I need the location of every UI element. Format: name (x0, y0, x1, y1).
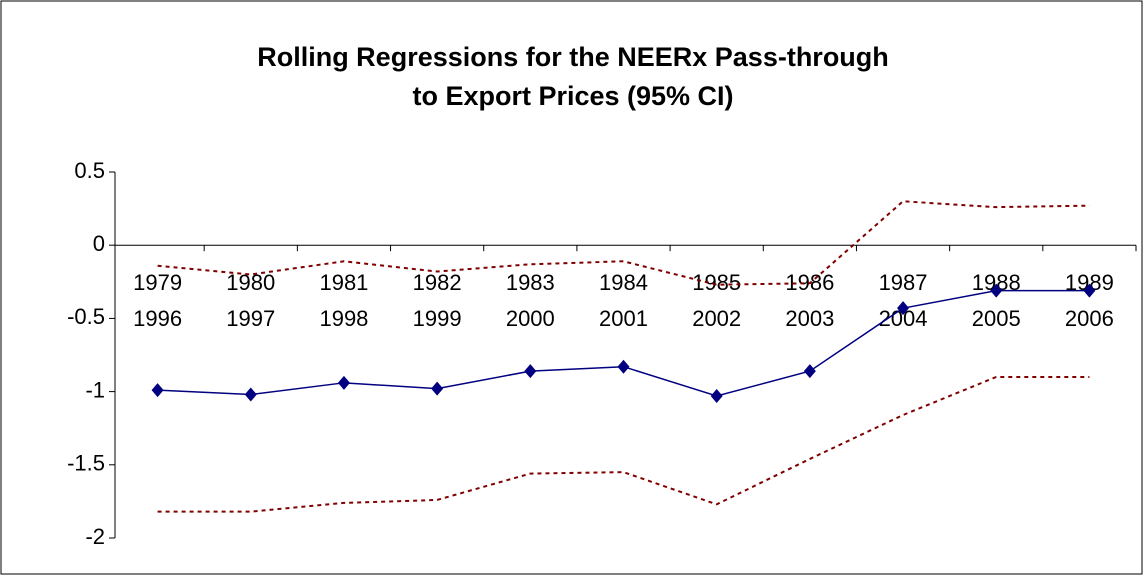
x-tick-label: 1979 (133, 270, 182, 295)
x-tick-label: 1996 (133, 306, 182, 331)
x-tick-label: 1997 (226, 306, 275, 331)
y-tick-label: 0.5 (74, 158, 105, 183)
chart-title: Rolling Regressions for the NEERx Pass-t… (257, 42, 889, 72)
data-point (897, 301, 910, 316)
x-tick-label: 2000 (506, 306, 555, 331)
data-point (803, 364, 816, 379)
data-point (1083, 283, 1096, 298)
y-tick-label: -0.5 (67, 304, 105, 329)
x-tick-label: 1981 (319, 270, 368, 295)
x-tick-label: 1980 (226, 270, 275, 295)
x-tick-label: 2006 (1065, 306, 1114, 331)
data-point (244, 387, 257, 402)
data-point (710, 388, 723, 403)
x-tick-label: 1999 (413, 306, 462, 331)
x-tick-label: 1984 (599, 270, 648, 295)
x-tick-label: 2005 (972, 306, 1021, 331)
data-point (990, 283, 1003, 298)
data-point (617, 359, 630, 374)
x-tick-label: 2002 (692, 306, 741, 331)
data-point (337, 375, 350, 390)
y-tick-label: -2 (85, 524, 105, 549)
y-tick-label: -1 (85, 377, 105, 402)
series-line (157, 375, 1090, 513)
y-tick-label: 0 (93, 231, 105, 256)
x-tick-label: 1987 (879, 270, 928, 295)
data-point (431, 381, 444, 396)
x-tick-label: 2001 (599, 306, 648, 331)
data-point (151, 383, 164, 398)
data-point (524, 364, 537, 379)
chart-title: to Export Prices (95% CI) (412, 81, 733, 111)
x-tick-label: 1985 (692, 270, 741, 295)
x-tick-label: 1998 (319, 306, 368, 331)
y-tick-label: -1.5 (67, 451, 105, 476)
x-tick-label: 1983 (506, 270, 555, 295)
x-tick-label: 1982 (413, 270, 462, 295)
x-tick-label: 2003 (785, 306, 834, 331)
